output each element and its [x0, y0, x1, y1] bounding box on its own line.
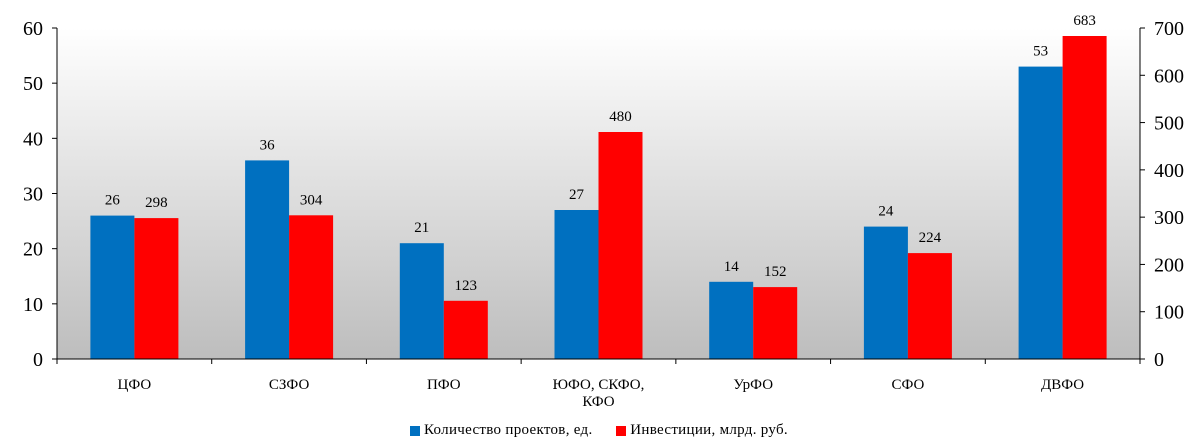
bar-projects — [554, 210, 599, 359]
legend-item-projects: Количество проектов, ед. — [410, 422, 593, 439]
bar-investments — [598, 132, 643, 359]
y-right-tick-label: 100 — [1154, 302, 1184, 324]
y-right-tick-label: 700 — [1154, 18, 1184, 40]
bar-investments — [134, 218, 179, 359]
y-left-tick-label: 20 — [23, 239, 43, 261]
data-label-investments: 480 — [609, 109, 632, 125]
data-label-projects: 24 — [878, 204, 894, 220]
y-right-tick-label: 500 — [1154, 113, 1184, 135]
data-label-projects: 27 — [569, 187, 585, 203]
y-left-tick-label: 60 — [23, 18, 43, 40]
y-left-tick-label: 30 — [23, 184, 43, 206]
bar-projects — [863, 226, 908, 359]
x-tick-label: СЗФО — [269, 377, 310, 393]
data-labels-layer: 26 298 36 304 21 123 27 480 14 152 24 224 53 683 — [105, 13, 1096, 294]
bar-projects — [1018, 66, 1063, 359]
y-right-tick-label: 400 — [1154, 160, 1184, 182]
data-label-investments: 683 — [1073, 13, 1096, 29]
x-tick-label: ЮФО, СКФО, КФО — [553, 377, 645, 410]
bar-projects — [709, 281, 754, 359]
x-tick-label: УрФО — [733, 377, 773, 393]
bar-chart: 26 298 36 304 21 123 27 480 14 152 24 224 53 683 0 10 2… — [23, 13, 1184, 410]
data-label-projects: 21 — [414, 220, 429, 236]
y-left-tick-label: 0 — [33, 349, 43, 371]
bar-investments — [443, 300, 488, 359]
data-label-investments: 152 — [764, 264, 787, 280]
y-left-tick-label: 10 — [23, 294, 43, 316]
y-right-tick-label: 600 — [1154, 65, 1184, 87]
data-label-investments: 304 — [300, 192, 323, 208]
x-tick-label: ЦФО — [118, 377, 152, 393]
data-label-investments: 224 — [919, 230, 942, 246]
x-tick-label: ПФО — [427, 377, 461, 393]
y-left-tick-label: 50 — [23, 73, 43, 95]
x-tick-label: СФО — [891, 377, 924, 393]
data-label-investments: 123 — [455, 278, 478, 294]
data-label-projects: 53 — [1033, 44, 1048, 60]
bar-investments — [907, 253, 952, 359]
data-label-investments: 298 — [145, 195, 168, 211]
x-tick-label: ДВФО — [1041, 377, 1084, 393]
legend-swatch-projects — [410, 425, 420, 436]
legend-label-projects: Количество проектов, ед. — [424, 422, 593, 439]
bar-projects — [90, 215, 135, 359]
data-label-projects: 36 — [260, 137, 276, 153]
y-left-tick-label: 40 — [23, 128, 43, 150]
bar-investments — [753, 287, 798, 359]
bar-projects — [399, 243, 444, 359]
legend-label-investments: Инвестиции, млрд. руб. — [630, 422, 788, 439]
bars-layer — [90, 36, 1107, 359]
data-label-projects: 14 — [724, 259, 740, 275]
legend-item-investments: Инвестиции, млрд. руб. — [616, 422, 788, 439]
y-right-tick-label: 200 — [1154, 254, 1184, 276]
y-right-tick-label: 300 — [1154, 207, 1184, 229]
data-label-projects: 26 — [105, 193, 121, 209]
bar-projects — [245, 160, 290, 359]
y-right-tick-label: 0 — [1154, 349, 1164, 371]
legend: Количество проектов, ед. Инвестиции, млр… — [0, 422, 1198, 439]
legend-swatch-investments — [616, 425, 627, 436]
bar-investments — [289, 215, 334, 359]
bar-investments — [1062, 36, 1107, 359]
